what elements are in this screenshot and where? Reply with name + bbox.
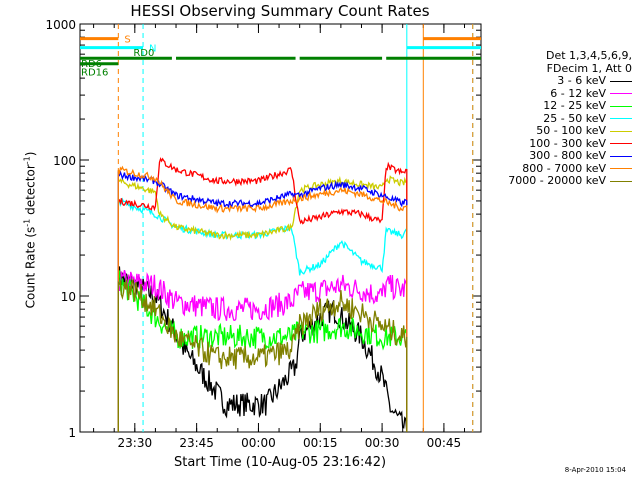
y-tick-label: 10 xyxy=(61,290,76,304)
legend-swatch xyxy=(610,80,632,82)
series-line xyxy=(117,278,408,432)
legend-entry: 50 - 100 keV xyxy=(486,124,632,138)
legend-swatch xyxy=(610,155,632,157)
flag-label: S xyxy=(124,35,130,46)
legend-entry-label: 800 - 7000 keV xyxy=(522,161,606,175)
legend-swatch xyxy=(610,93,632,95)
legend-entry: 300 - 800 keV xyxy=(486,149,632,163)
legend-entry: 3 - 6 keV xyxy=(486,74,632,88)
legend-entry-label: 6 - 12 keV xyxy=(550,86,606,100)
y-axis-label: Count Rate (s-1 detector-1) xyxy=(22,151,38,309)
series-line xyxy=(117,165,408,432)
flag-label: RD6 xyxy=(81,59,102,70)
legend-entry-label: 3 - 6 keV xyxy=(557,74,606,87)
x-tick-label: 23:30 xyxy=(118,436,153,450)
x-axis-label: Start Time (10-Aug-05 23:16:42) xyxy=(173,455,387,470)
legend-entry-label: 12 - 25 keV xyxy=(543,99,606,112)
footer-timestamp: 8-Apr-2010 15:04 xyxy=(564,466,626,474)
series-line xyxy=(117,156,408,432)
legend-entry-label: 25 - 50 keV xyxy=(543,111,606,125)
legend-entries: 3 - 6 keV 6 - 12 keV 12 - 25 keV 25 - 50 ke… xyxy=(486,74,632,188)
legend-entry-label: 50 - 100 keV xyxy=(536,124,606,137)
series-line xyxy=(117,269,408,432)
chart-title: HESSI Observing Summary Count Rates xyxy=(130,2,430,20)
legend-swatch xyxy=(610,105,632,107)
legend-entry: 6 - 12 keV xyxy=(486,86,632,101)
legend: Det 1,3,4,5,6,9, FDecim 1, Att 0 3 - 6 k… xyxy=(486,49,632,188)
legend-entry-label: 100 - 300 keV xyxy=(529,136,606,150)
legend-entry: 100 - 300 keV xyxy=(486,136,632,151)
x-tick-label: 00:15 xyxy=(303,436,338,450)
flag-label: RD16 xyxy=(81,67,108,78)
legend-header-line-2: FDecim 1, Att 0 xyxy=(546,61,632,75)
flag-label: RD0 xyxy=(133,48,154,59)
legend-entry: 12 - 25 keV xyxy=(486,99,632,113)
series-line xyxy=(117,175,408,432)
legend-swatch xyxy=(610,168,632,170)
series-line xyxy=(117,266,408,433)
flag-label: N xyxy=(149,44,156,55)
legend-entry: 800 - 7000 keV xyxy=(486,161,632,176)
legend-entry: 7000 - 20000 keV xyxy=(486,174,632,188)
x-tick-label: 00:30 xyxy=(365,436,400,450)
plot-frame xyxy=(79,23,482,433)
y-tick-label: 1000 xyxy=(45,18,76,32)
x-tick-label: 23:45 xyxy=(179,436,214,450)
legend-swatch xyxy=(610,130,632,132)
legend-swatch xyxy=(610,143,632,145)
legend-header-line-1: Det 1,3,4,5,6,9, xyxy=(545,49,632,62)
legend-entry-label: 300 - 800 keV xyxy=(529,149,606,162)
legend-entry: 25 - 50 keV xyxy=(486,111,632,126)
y-tick-label: 1 xyxy=(68,426,76,440)
series-line xyxy=(117,170,408,432)
x-tick-label: 00:00 xyxy=(241,436,276,450)
x-tick-label: 00:45 xyxy=(427,436,462,450)
y-tick-label: 100 xyxy=(53,154,76,168)
legend-swatch xyxy=(610,180,632,182)
legend-entry-label: 7000 - 20000 keV xyxy=(508,174,606,187)
legend-swatch xyxy=(610,118,632,120)
